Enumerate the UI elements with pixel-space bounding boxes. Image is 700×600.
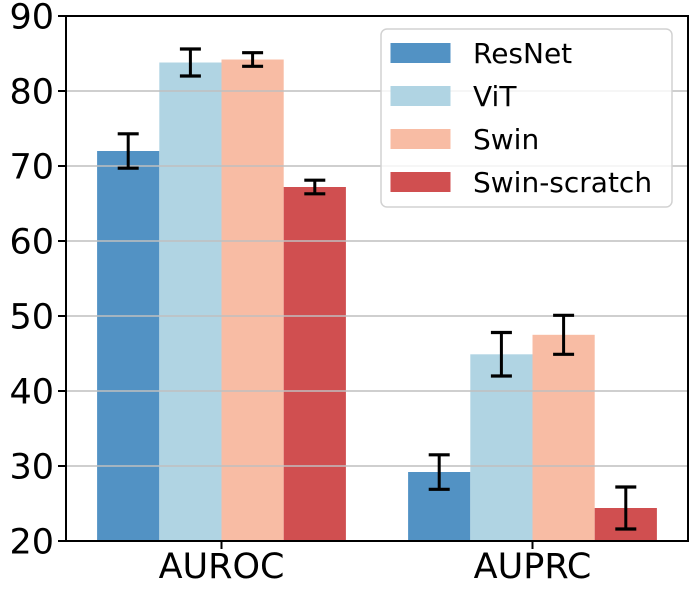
legend-label-swin: Swin [473, 123, 539, 156]
legend-swatch-vit [390, 86, 451, 106]
y-tick-label-60: 60 [9, 223, 54, 263]
y-tick-label-80: 80 [9, 73, 54, 113]
x-tick-label-auroc: AUROC [159, 547, 285, 587]
bar-vit-auroc [159, 62, 222, 541]
bar-swin-scratch-auroc [283, 187, 346, 541]
legend-swatch-swin [390, 129, 451, 149]
plot-border [65, 15, 689, 542]
bar-swin-auroc [221, 59, 284, 541]
legend-swatch-swin-scratch [390, 172, 451, 192]
legend-label-resnet: ResNet [473, 37, 572, 70]
y-tick-label-40: 40 [9, 373, 54, 413]
legend-label-swin-scratch: Swin-scratch [473, 166, 652, 199]
y-tick-label-30: 30 [9, 448, 54, 488]
legend-swatch-resnet [390, 43, 451, 63]
bar-vit-auprc [470, 354, 533, 542]
legend-label-vit: ViT [473, 80, 517, 113]
x-tick-label-auprc: AUPRC [474, 547, 592, 587]
bar-resnet-auroc [97, 151, 160, 541]
y-tick-label-50: 50 [9, 298, 54, 338]
y-tick-label-90: 90 [9, 0, 54, 38]
y-tick-label-70: 70 [9, 148, 54, 188]
bar-swin-auprc [532, 334, 595, 542]
y-tick-label-20: 20 [9, 523, 54, 563]
legend-box [380, 28, 673, 208]
